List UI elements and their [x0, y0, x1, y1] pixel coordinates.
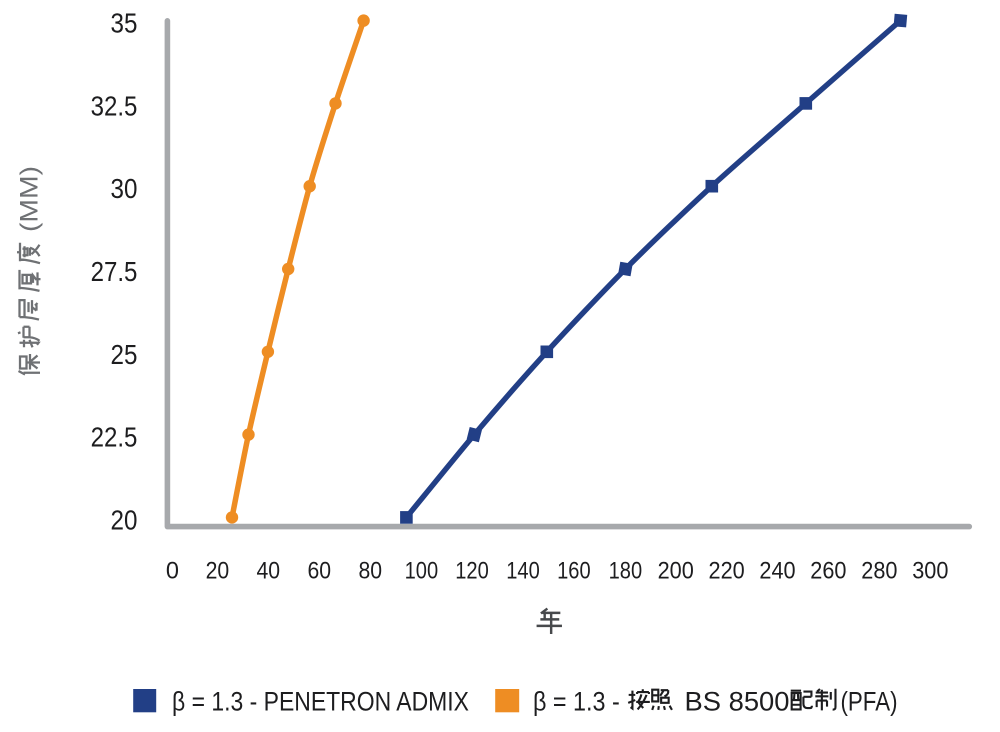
svg-text:180: 180 [609, 559, 643, 585]
svg-text:BS 8500: BS 8500 [685, 687, 790, 717]
svg-text:120: 120 [455, 559, 489, 585]
svg-text:200: 200 [658, 559, 694, 585]
svg-text:(MM): (MM) [16, 166, 44, 232]
svg-text:27.5: 27.5 [91, 256, 138, 287]
svg-text:β = 1.3 - PENETRON ADMIX: β = 1.3 - PENETRON ADMIX [172, 687, 469, 717]
svg-text:260: 260 [810, 559, 846, 585]
svg-text:220: 220 [709, 559, 745, 585]
svg-text:60: 60 [308, 559, 332, 585]
svg-text:0: 0 [166, 559, 179, 585]
svg-text:25: 25 [111, 339, 138, 370]
svg-text:30: 30 [111, 173, 138, 204]
svg-text:140: 140 [506, 559, 540, 585]
svg-text:(PFA): (PFA) [841, 687, 898, 717]
svg-text:20: 20 [206, 559, 230, 585]
svg-text:280: 280 [861, 559, 897, 585]
svg-text:100: 100 [405, 559, 439, 585]
svg-text:40: 40 [257, 559, 281, 585]
svg-text:22.5: 22.5 [91, 422, 138, 453]
svg-text:β = 1.3 -: β = 1.3 - [533, 687, 620, 717]
svg-text:300: 300 [912, 559, 948, 585]
svg-text:20: 20 [111, 504, 138, 535]
svg-text:240: 240 [759, 559, 795, 585]
svg-text:35: 35 [111, 8, 138, 39]
svg-text:160: 160 [557, 559, 591, 585]
svg-text:80: 80 [359, 559, 383, 585]
svg-text:32.5: 32.5 [91, 90, 138, 121]
